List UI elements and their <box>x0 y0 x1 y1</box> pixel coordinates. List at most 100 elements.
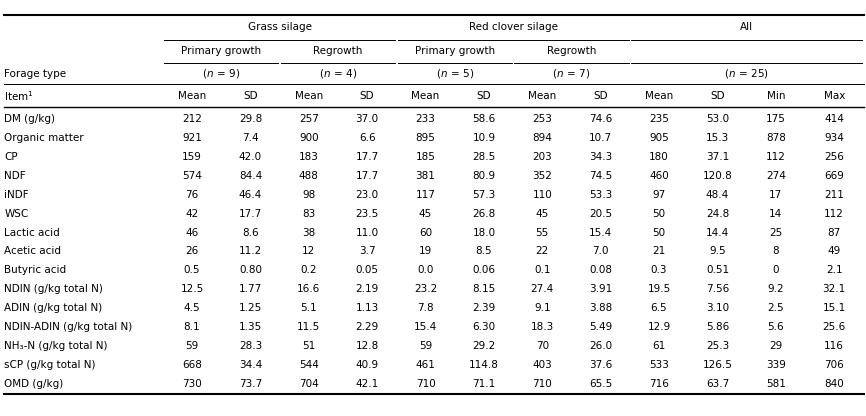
Text: 51: 51 <box>302 341 315 351</box>
Text: 38: 38 <box>302 228 315 238</box>
Text: 29.2: 29.2 <box>472 341 495 351</box>
Text: ($n\,=\,4$): ($n\,=\,4$) <box>319 67 357 80</box>
Text: 0.2: 0.2 <box>301 265 317 275</box>
Text: 6.6: 6.6 <box>359 133 376 143</box>
Text: 59: 59 <box>185 341 198 351</box>
Text: 8.5: 8.5 <box>475 246 492 257</box>
Text: 414: 414 <box>824 114 844 124</box>
Text: 3.7: 3.7 <box>359 246 376 257</box>
Text: 461: 461 <box>416 360 436 370</box>
Text: 4.5: 4.5 <box>184 303 200 313</box>
Text: 65.5: 65.5 <box>589 379 612 389</box>
Text: 0: 0 <box>772 265 779 275</box>
Text: ADIN (g/kg total N): ADIN (g/kg total N) <box>4 303 102 313</box>
Text: Butyric acid: Butyric acid <box>4 265 67 275</box>
Text: 61: 61 <box>652 341 666 351</box>
Text: 9.1: 9.1 <box>534 303 551 313</box>
Text: 112: 112 <box>766 152 785 162</box>
Text: 403: 403 <box>533 360 553 370</box>
Text: 71.1: 71.1 <box>472 379 495 389</box>
Text: 233: 233 <box>416 114 436 124</box>
Text: 12.8: 12.8 <box>356 341 378 351</box>
Text: 126.5: 126.5 <box>702 360 733 370</box>
Text: WSC: WSC <box>4 208 29 219</box>
Text: Primary growth: Primary growth <box>415 46 494 56</box>
Text: Lactic acid: Lactic acid <box>4 228 60 238</box>
Text: 0.80: 0.80 <box>239 265 262 275</box>
Text: 706: 706 <box>824 360 844 370</box>
Text: 0.08: 0.08 <box>589 265 612 275</box>
Text: SD: SD <box>243 91 258 101</box>
Text: 11.0: 11.0 <box>356 228 378 238</box>
Text: 710: 710 <box>533 379 553 389</box>
Text: 8.15: 8.15 <box>472 284 495 295</box>
Text: 10.9: 10.9 <box>472 133 495 143</box>
Text: 8.6: 8.6 <box>242 228 259 238</box>
Text: 3.88: 3.88 <box>589 303 612 313</box>
Text: 26.0: 26.0 <box>589 341 612 351</box>
Text: 27.4: 27.4 <box>531 284 554 295</box>
Text: 74.5: 74.5 <box>589 171 612 181</box>
Text: 49: 49 <box>828 246 841 257</box>
Text: 37.1: 37.1 <box>706 152 729 162</box>
Text: 488: 488 <box>299 171 319 181</box>
Text: Organic matter: Organic matter <box>4 133 84 143</box>
Text: All: All <box>740 22 753 32</box>
Text: 25: 25 <box>769 228 783 238</box>
Text: 22: 22 <box>536 246 549 257</box>
Text: 7.4: 7.4 <box>242 133 259 143</box>
Text: 2.5: 2.5 <box>767 303 784 313</box>
Text: 24.8: 24.8 <box>706 208 729 219</box>
Text: ($n\,=\,25$): ($n\,=\,25$) <box>724 67 769 80</box>
Text: 42: 42 <box>185 208 198 219</box>
Text: 381: 381 <box>416 171 436 181</box>
Text: 339: 339 <box>766 360 785 370</box>
Text: 57.3: 57.3 <box>472 190 495 200</box>
Text: iNDF: iNDF <box>4 190 29 200</box>
Text: 1.13: 1.13 <box>356 303 378 313</box>
Text: 0.51: 0.51 <box>706 265 729 275</box>
Text: NDF: NDF <box>4 171 26 181</box>
Text: 14.4: 14.4 <box>706 228 729 238</box>
Text: 16.6: 16.6 <box>297 284 320 295</box>
Text: 894: 894 <box>533 133 553 143</box>
Text: Regrowth: Regrowth <box>313 46 363 56</box>
Text: Forage type: Forage type <box>4 69 67 79</box>
Text: 17: 17 <box>769 190 783 200</box>
Text: 5.1: 5.1 <box>301 303 317 313</box>
Text: 76: 76 <box>185 190 198 200</box>
Text: 895: 895 <box>416 133 436 143</box>
Text: 7.8: 7.8 <box>417 303 434 313</box>
Text: 98: 98 <box>302 190 315 200</box>
Text: 114.8: 114.8 <box>469 360 499 370</box>
Text: 878: 878 <box>766 133 785 143</box>
Text: DM (g/kg): DM (g/kg) <box>4 114 55 124</box>
Text: 63.7: 63.7 <box>706 379 729 389</box>
Text: 37.6: 37.6 <box>589 360 612 370</box>
Text: 87: 87 <box>828 228 841 238</box>
Text: 0.1: 0.1 <box>534 265 551 275</box>
Text: 8.1: 8.1 <box>184 322 200 332</box>
Text: 15.1: 15.1 <box>823 303 846 313</box>
Text: Mean: Mean <box>528 91 557 101</box>
Text: 9.2: 9.2 <box>767 284 784 295</box>
Text: 7.0: 7.0 <box>592 246 609 257</box>
Text: 668: 668 <box>182 360 202 370</box>
Text: 840: 840 <box>824 379 844 389</box>
Text: 11.5: 11.5 <box>297 322 320 332</box>
Text: 48.4: 48.4 <box>706 190 729 200</box>
Text: 12: 12 <box>302 246 315 257</box>
Text: Mean: Mean <box>178 91 206 101</box>
Text: 28.5: 28.5 <box>472 152 495 162</box>
Text: Mean: Mean <box>294 91 323 101</box>
Text: 2.19: 2.19 <box>356 284 378 295</box>
Text: 0.05: 0.05 <box>356 265 378 275</box>
Text: 704: 704 <box>299 379 319 389</box>
Text: 55: 55 <box>536 228 549 238</box>
Text: 183: 183 <box>299 152 319 162</box>
Text: 716: 716 <box>650 379 669 389</box>
Text: 19: 19 <box>419 246 432 257</box>
Text: 37.0: 37.0 <box>356 114 378 124</box>
Text: 900: 900 <box>299 133 319 143</box>
Text: 32.1: 32.1 <box>823 284 846 295</box>
